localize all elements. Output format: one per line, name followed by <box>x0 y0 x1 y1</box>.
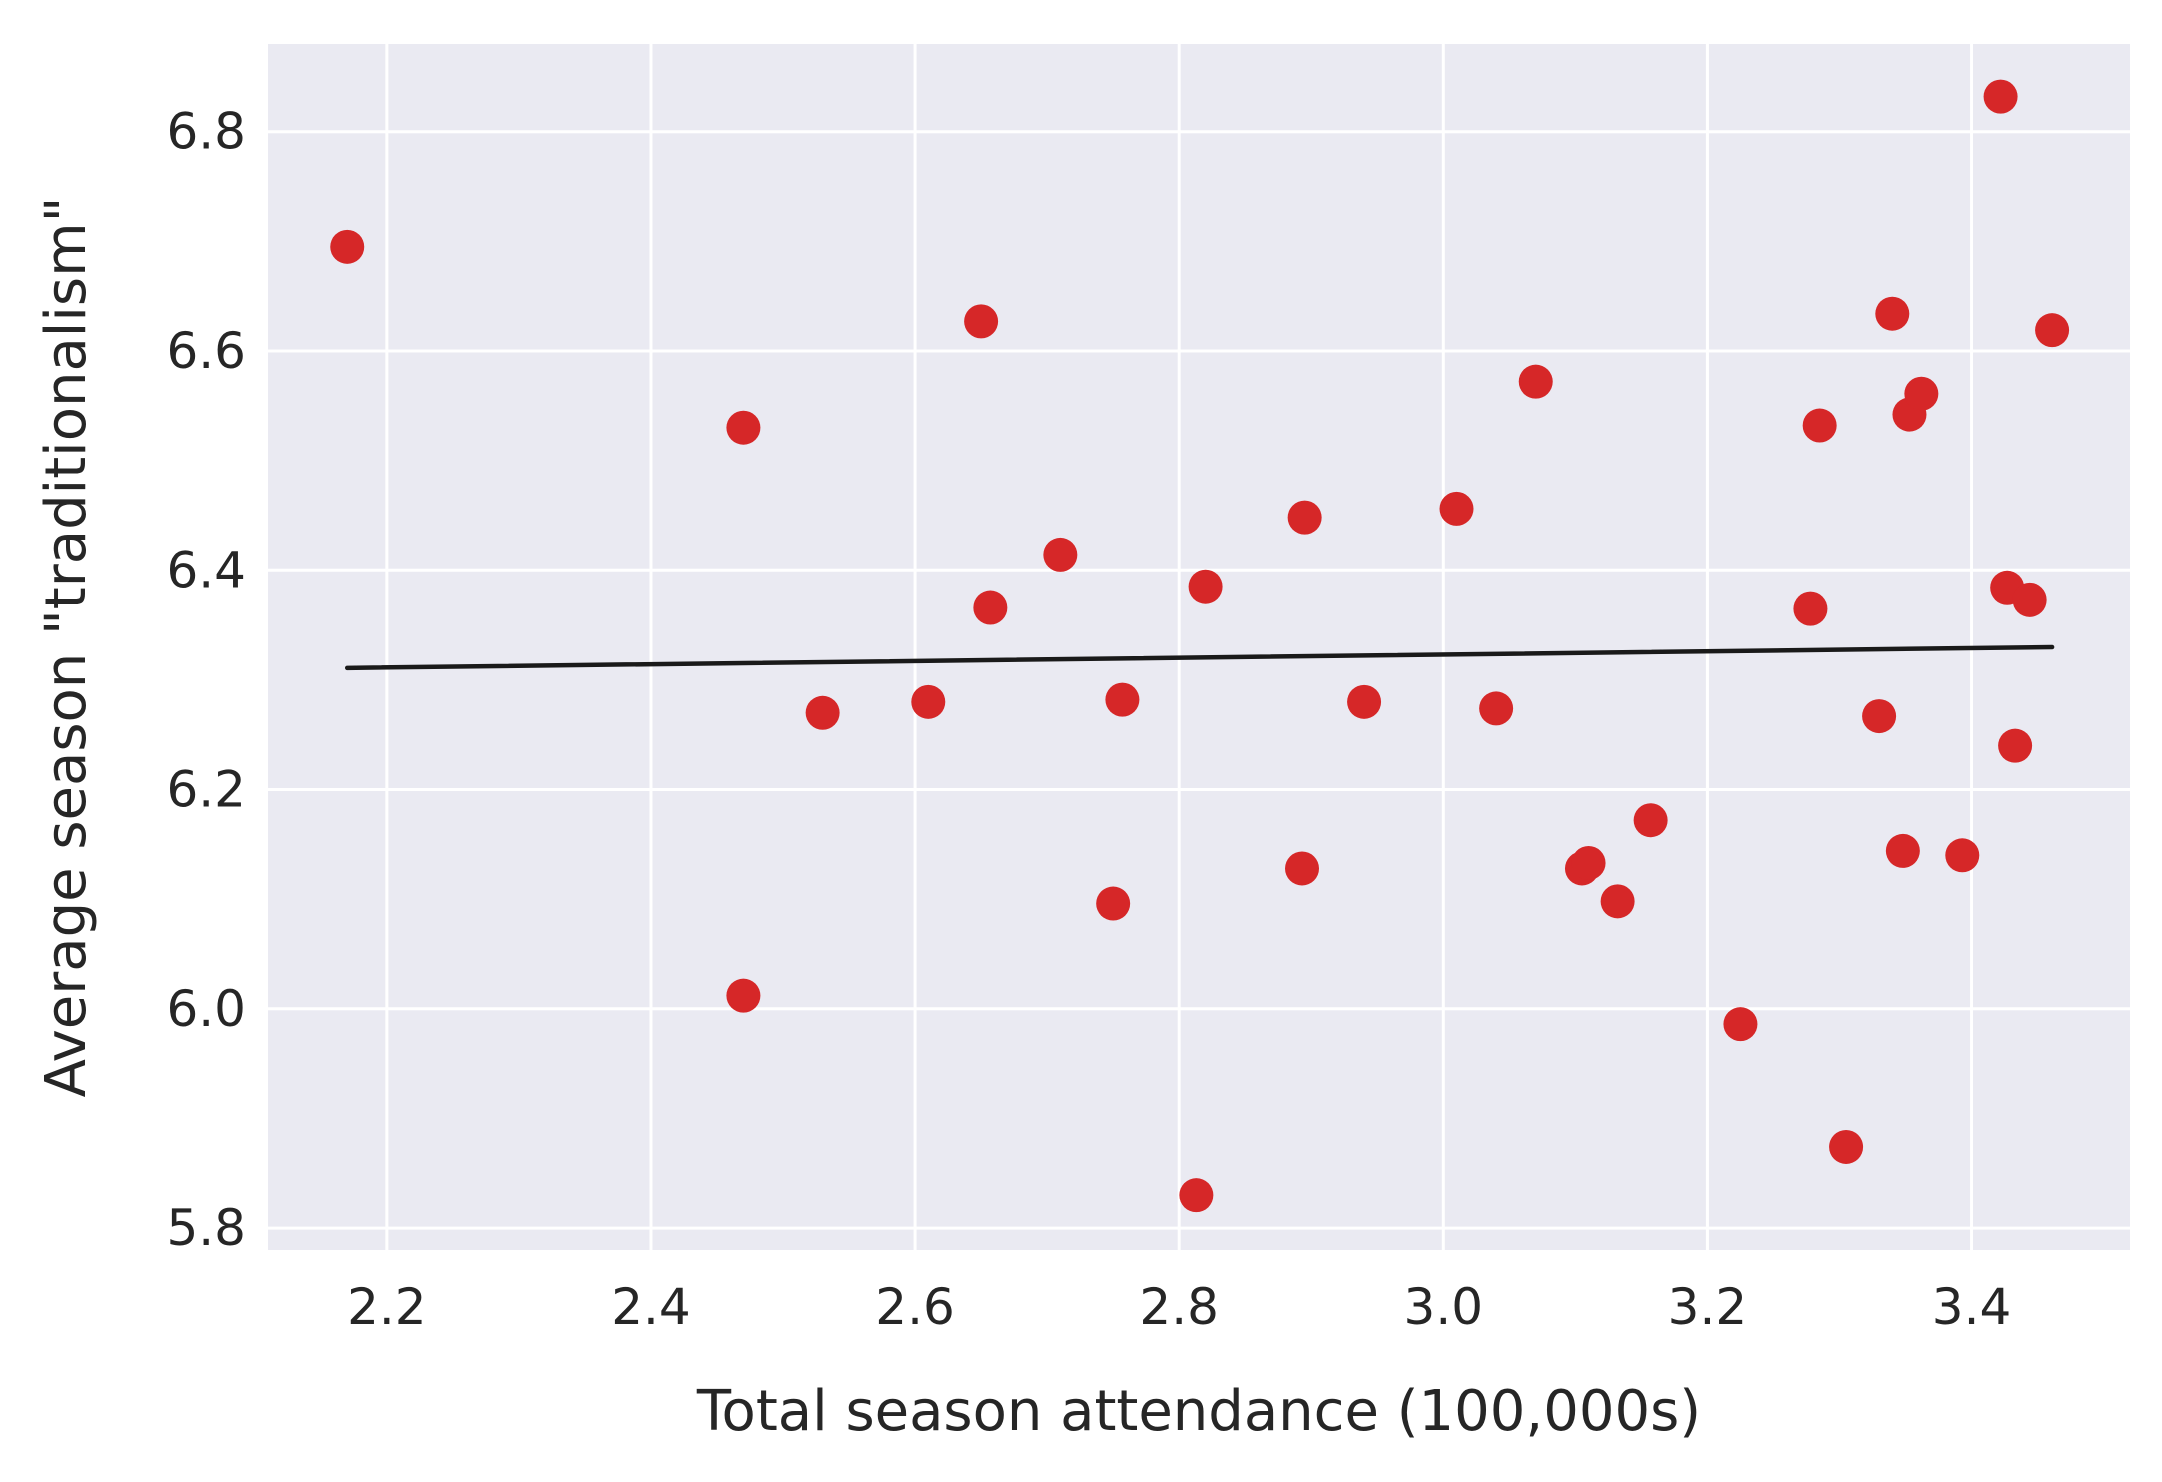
x-tick-labels: 2.2 2.4 2.6 2.8 3.0 3.2 3.4 <box>347 1278 2011 1336</box>
scatter-point-23 <box>1793 591 1828 626</box>
y-axis-label: Average season "traditionalism" <box>34 197 99 1098</box>
scatter-point-19 <box>1571 845 1606 880</box>
y-tick-label-1: 6.0 <box>166 980 246 1038</box>
trend-line-layer <box>344 644 2055 671</box>
x-tick-label-5: 3.2 <box>1668 1278 1748 1336</box>
scatter-point-24 <box>1802 408 1837 443</box>
y-tick-label-4: 6.6 <box>166 322 246 380</box>
scatter-point-6 <box>973 590 1008 625</box>
scatter-point-20 <box>1600 884 1635 919</box>
scatter-point-32 <box>1983 79 2018 114</box>
scatter-point-25 <box>1829 1129 1864 1164</box>
y-tick-label-2: 6.2 <box>166 761 246 819</box>
scatter-point-1 <box>726 410 761 445</box>
scatter-point-21 <box>1633 803 1668 838</box>
scatter-point-2 <box>726 978 761 1013</box>
scatter-point-34 <box>1998 728 2033 763</box>
scatter-point-35 <box>2012 582 2047 617</box>
y-tick-label-0: 5.8 <box>166 1199 246 1257</box>
scatter-point-4 <box>911 684 946 719</box>
x-tick-label-4: 3.0 <box>1404 1278 1484 1336</box>
y-tick-label-5: 6.8 <box>166 103 246 161</box>
plot-background <box>268 44 2130 1250</box>
scatter-point-7 <box>1043 537 1078 572</box>
x-tick-label-2: 2.6 <box>875 1278 955 1336</box>
y-tick-label-3: 6.4 <box>166 541 246 599</box>
scatter-point-31 <box>1945 838 1980 873</box>
scatter-point-15 <box>1439 491 1474 526</box>
trend-line <box>344 644 2055 671</box>
x-axis-label: Total season attendance (100,000s) <box>696 1379 1701 1444</box>
scatter-point-36 <box>2035 313 2070 348</box>
scatter-point-14 <box>1347 684 1382 719</box>
scatter-point-16 <box>1479 691 1514 726</box>
scatter-point-28 <box>1885 833 1920 868</box>
x-tick-label-3: 2.8 <box>1139 1278 1219 1336</box>
scatter-point-22 <box>1723 1007 1758 1042</box>
grid-lines-y <box>268 130 2130 1230</box>
scatter-point-8 <box>1096 886 1131 921</box>
scatter-point-13 <box>1287 500 1322 535</box>
scatter-point-30 <box>1904 376 1939 411</box>
scatter-point-27 <box>1875 296 1910 331</box>
x-tick-label-0: 2.2 <box>347 1278 427 1336</box>
scatter-point-0 <box>330 229 365 264</box>
scatter-point-17 <box>1518 364 1553 399</box>
scatter-point-26 <box>1862 699 1897 734</box>
scatter-point-11 <box>1188 569 1223 604</box>
grid-lines-x <box>385 44 1974 1250</box>
scatter-point-9 <box>1105 682 1140 717</box>
x-tick-label-6: 3.4 <box>1932 1278 2012 1336</box>
scatter-point-10 <box>1179 1178 1214 1213</box>
y-tick-labels: 5.8 6.0 6.2 6.4 6.6 6.8 <box>166 103 246 1257</box>
scatter-point-3 <box>805 695 840 730</box>
x-tick-label-1: 2.4 <box>611 1278 691 1336</box>
scatter-point-5 <box>964 304 999 339</box>
scatter-point-12 <box>1285 851 1320 886</box>
scatter-points-layer <box>330 79 2070 1213</box>
